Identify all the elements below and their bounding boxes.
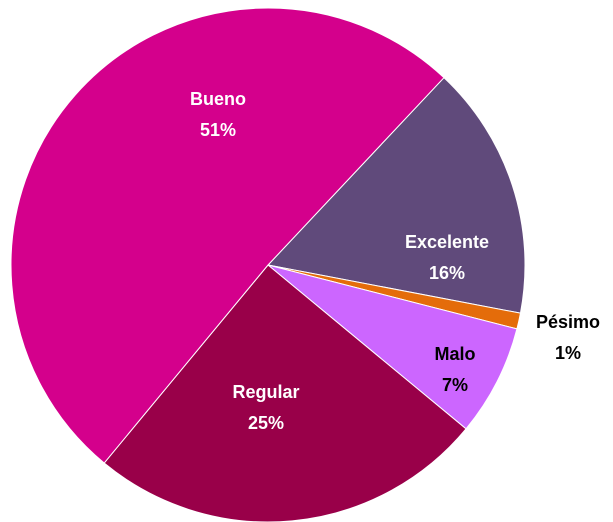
slice-label: Pésimo <box>536 312 600 332</box>
slice-value-label: 51% <box>200 120 236 140</box>
pie-slice <box>267 264 518 430</box>
slice-value-label: 1% <box>555 343 581 363</box>
slice-label: Malo <box>434 344 475 364</box>
slice-value-label: 7% <box>442 375 468 395</box>
slice-value-label: 16% <box>429 263 465 283</box>
slice-label: Excelente <box>405 232 489 252</box>
pie-slice <box>103 264 467 522</box>
slice-label: Bueno <box>190 89 246 109</box>
slice-value-label: 25% <box>248 413 284 433</box>
pie-slice <box>267 76 526 314</box>
slice-label: Regular <box>232 382 299 402</box>
pie-slice <box>10 7 445 464</box>
